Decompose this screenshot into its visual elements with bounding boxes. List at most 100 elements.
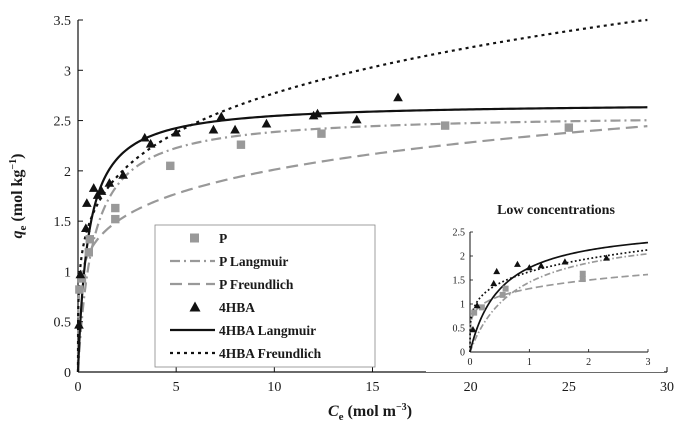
- data-point-p: [317, 129, 326, 138]
- inset-series-curve: [469, 241, 649, 353]
- legend-entry: 4HBA Freundlich: [219, 346, 322, 361]
- axis-unit: (mol kg: [9, 170, 26, 226]
- data-point-4hba: [393, 92, 403, 102]
- inset-x-tick-label: 2: [586, 357, 591, 368]
- data-point-4hba: [261, 118, 272, 128]
- x-tick-label: 0: [75, 380, 82, 395]
- inset-x-tick-label: 0: [468, 357, 473, 368]
- data-point-4hba: [561, 258, 569, 265]
- y-tick-label: 1: [64, 265, 71, 280]
- inset-title: Low concentrations: [497, 203, 615, 218]
- data-point-p: [85, 235, 94, 244]
- inset-chart: Low concentrations 0 1 2 3 0 0.5 1 1.5 2 2.5: [426, 196, 664, 372]
- data-point-p: [236, 140, 246, 149]
- axis-subscript: e: [339, 411, 344, 423]
- data-point-4hba: [208, 124, 219, 134]
- data-point-4hba: [514, 260, 521, 267]
- axis-symbol: q: [9, 230, 26, 238]
- x-tick-label: 5: [173, 380, 180, 395]
- data-point-p: [75, 285, 84, 294]
- data-point-4hba: [493, 267, 501, 275]
- data-point-4hba: [139, 132, 150, 142]
- y-tick-label: 0.5: [54, 316, 72, 331]
- data-point-p: [77, 274, 87, 283]
- x-tick-label: 20: [464, 380, 478, 395]
- data-point-4hba: [312, 108, 323, 118]
- inset-background: [426, 196, 664, 372]
- inset-y-tick-label: 1: [460, 300, 465, 311]
- axis-unit: (mol m: [344, 403, 397, 420]
- data-point-4hba: [216, 111, 227, 121]
- data-point-p: [471, 309, 478, 316]
- data-point-4hba: [96, 186, 107, 195]
- legend-box: [154, 224, 376, 368]
- data-point-p: [579, 276, 586, 283]
- series-curve: [76, 119, 648, 373]
- main-plot-area: [74, 18, 648, 373]
- legend-marker-triangle: [189, 301, 201, 312]
- data-point-p: [564, 123, 574, 132]
- inset-x-tick-label: 3: [646, 357, 651, 368]
- data-point-p: [499, 291, 506, 298]
- data-point-4hba: [537, 262, 545, 269]
- data-point-4hba: [82, 198, 92, 207]
- x-tick-label: 25: [562, 380, 576, 395]
- inset-x-tick-label: 1: [527, 357, 532, 368]
- data-point-4hba: [230, 124, 240, 134]
- x-tick-label: 30: [660, 380, 674, 395]
- data-point-4hba: [75, 269, 86, 279]
- data-point-4hba: [74, 319, 84, 329]
- data-point-p: [478, 304, 485, 311]
- data-point-4hba: [104, 178, 115, 187]
- inset-y-tick-label: 2: [460, 252, 465, 263]
- legend-entry: P Langmuir: [219, 254, 288, 269]
- y-tick-label: 3.5: [54, 14, 72, 29]
- data-point-p: [502, 285, 509, 292]
- series-curve: [76, 106, 648, 373]
- data-point-p: [579, 270, 586, 277]
- y-tick-label: 3: [64, 64, 71, 79]
- y-tick-label: 1.5: [54, 215, 72, 230]
- axis-superscript: −3: [396, 402, 407, 413]
- data-point-p: [111, 214, 120, 224]
- axis-close: ): [9, 154, 26, 159]
- data-point-p: [166, 161, 175, 171]
- data-point-4hba: [145, 138, 156, 148]
- axis-symbol: C: [328, 403, 339, 420]
- legend-marker-square: [190, 233, 199, 243]
- axis-close: ): [407, 403, 412, 420]
- data-point-p: [111, 203, 120, 213]
- axis-subscript: e: [17, 225, 29, 230]
- data-point-p: [440, 121, 450, 130]
- legend-entry: 4HBA Langmuir: [219, 323, 316, 338]
- data-point-4hba: [88, 183, 99, 192]
- data-point-4hba: [171, 127, 181, 137]
- y-tick-label: 0: [64, 366, 71, 381]
- data-point-4hba: [525, 264, 533, 271]
- inset-y-tick-label: 0: [460, 348, 465, 359]
- data-point-4hba: [118, 170, 128, 179]
- data-point-4hba: [81, 223, 91, 233]
- legend-entry: P: [219, 231, 227, 246]
- inset-y-tick-label: 0.5: [453, 324, 466, 335]
- inset-series-curve: [469, 249, 649, 353]
- x-tick-label: 10: [267, 380, 281, 395]
- data-point-4hba: [490, 279, 498, 287]
- axis-superscript: −1: [8, 159, 19, 170]
- inset-y-tick-label: 1.5: [453, 276, 466, 287]
- y-tick-label: 2.5: [54, 115, 72, 130]
- data-point-4hba: [469, 325, 477, 333]
- inset-series-curve: [469, 273, 649, 353]
- data-point-4hba: [603, 254, 610, 261]
- inset-y-tick-label: 2.5: [453, 228, 466, 239]
- x-axis-label: Ce (mol m−3): [328, 402, 412, 423]
- legend-entry: P Freundlich: [219, 277, 294, 292]
- legend-entry: 4HBA: [219, 300, 255, 315]
- x-tick-label: 15: [366, 380, 380, 395]
- data-point-p: [84, 248, 93, 257]
- series-curve: [76, 125, 648, 373]
- y-axis-label: qe (mol kg−1): [8, 154, 29, 239]
- data-point-4hba: [351, 114, 362, 124]
- data-point-4hba: [473, 301, 481, 309]
